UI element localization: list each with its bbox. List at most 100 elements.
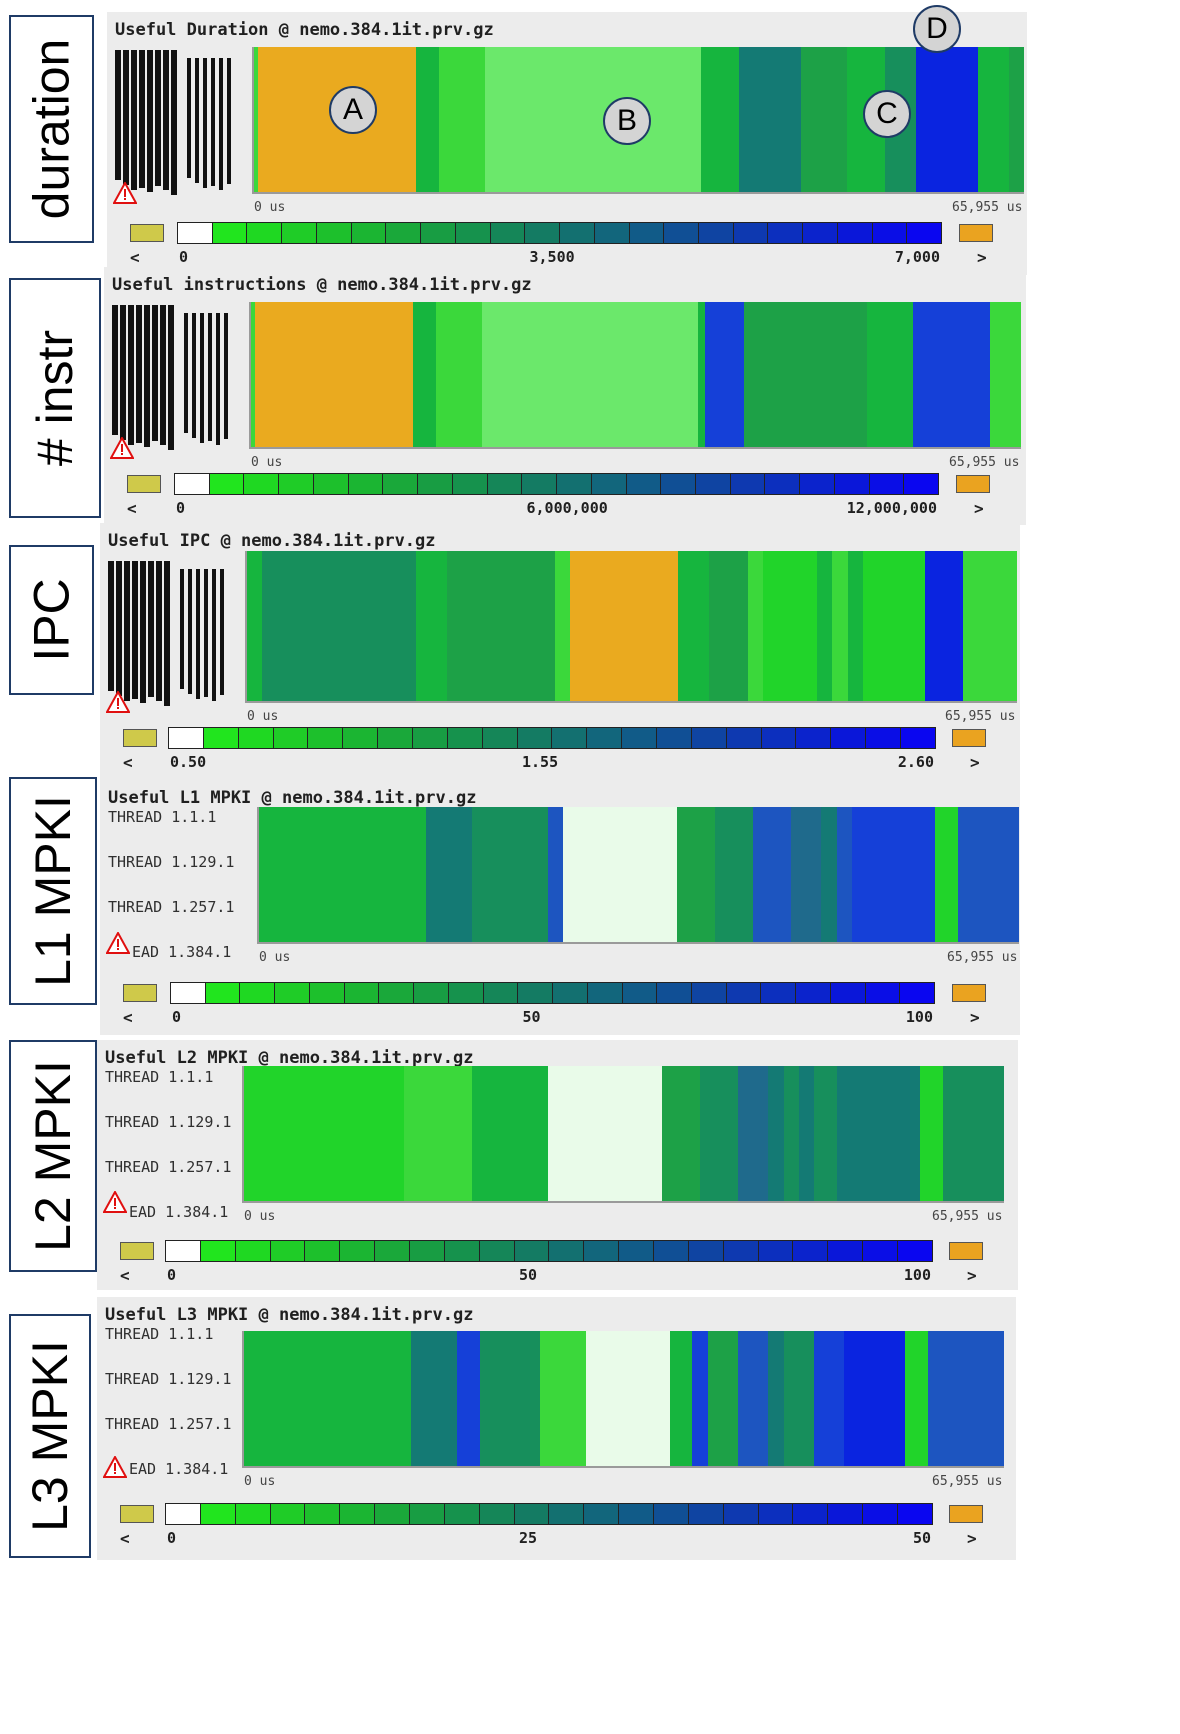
timeline-segment bbox=[943, 1066, 1004, 1201]
timeline-segment bbox=[836, 807, 852, 942]
warning-icon[interactable] bbox=[106, 691, 130, 713]
timeline-segment bbox=[472, 1066, 548, 1201]
overview-bar bbox=[220, 569, 224, 695]
legend-cell bbox=[305, 1241, 341, 1261]
low-value-swatch[interactable] bbox=[120, 1505, 154, 1523]
high-value-swatch[interactable] bbox=[952, 729, 986, 747]
scroll-left-button[interactable]: < bbox=[123, 753, 133, 772]
warning-icon[interactable] bbox=[103, 1191, 127, 1213]
legend-cell bbox=[270, 1241, 306, 1261]
timeline-segment bbox=[678, 551, 709, 701]
low-value-swatch[interactable] bbox=[123, 729, 157, 747]
timeline-plot[interactable] bbox=[242, 1331, 1004, 1468]
legend-cell bbox=[594, 223, 630, 243]
side-label-text: duration bbox=[23, 38, 80, 220]
scroll-right-button[interactable]: > bbox=[977, 248, 987, 267]
legend-cell bbox=[166, 1504, 201, 1524]
overview-bar bbox=[139, 50, 145, 188]
overview-bar bbox=[136, 305, 142, 443]
scroll-right-button[interactable]: > bbox=[970, 753, 980, 772]
timeline-segment bbox=[863, 551, 925, 701]
legend-cell bbox=[414, 983, 449, 1003]
timeline-segment bbox=[768, 1331, 784, 1466]
legend-cell bbox=[273, 728, 309, 748]
legend-tick-label: 7,000 bbox=[894, 248, 940, 266]
timeline-segment bbox=[920, 1066, 944, 1201]
timeline-segment bbox=[586, 1331, 670, 1466]
scroll-right-button[interactable]: > bbox=[970, 1008, 980, 1027]
timeline-segment bbox=[416, 551, 448, 701]
legend-cell bbox=[765, 474, 801, 494]
low-value-swatch[interactable] bbox=[127, 475, 161, 493]
legend-cell bbox=[455, 223, 491, 243]
legend-cell bbox=[379, 983, 415, 1003]
legend-cell bbox=[552, 728, 588, 748]
scroll-right-button[interactable]: > bbox=[967, 1266, 977, 1285]
low-value-swatch[interactable] bbox=[120, 1242, 154, 1260]
scroll-right-button[interactable]: > bbox=[974, 499, 984, 518]
scroll-left-button[interactable]: < bbox=[123, 1008, 133, 1027]
scroll-left-button[interactable]: < bbox=[127, 499, 137, 518]
overview-bar bbox=[196, 569, 200, 699]
legend-tick-label: 6,000,000 bbox=[526, 499, 608, 517]
legend-tick-label: 50 bbox=[912, 1529, 931, 1547]
time-axis-end: 65,955 us bbox=[932, 1209, 1003, 1224]
legend-cell bbox=[619, 1241, 655, 1261]
timeline-segment bbox=[471, 807, 548, 942]
scroll-left-button[interactable]: < bbox=[130, 248, 140, 267]
legend-tick-label: 0 bbox=[167, 1529, 177, 1547]
timeline-segment bbox=[697, 302, 706, 447]
high-value-swatch[interactable] bbox=[949, 1242, 983, 1260]
high-value-swatch[interactable] bbox=[959, 224, 993, 242]
timeline-segment bbox=[832, 551, 848, 701]
legend-cell bbox=[410, 1504, 445, 1524]
legend-cell bbox=[699, 223, 734, 243]
thread-label: EAD 1.384.1 bbox=[129, 1460, 229, 1478]
legend-cell bbox=[487, 474, 523, 494]
timeline-segment bbox=[677, 807, 715, 942]
scroll-left-button[interactable]: < bbox=[120, 1266, 130, 1285]
warning-icon[interactable] bbox=[103, 1456, 127, 1478]
high-value-swatch[interactable] bbox=[956, 475, 990, 493]
legend-cell bbox=[800, 474, 835, 494]
legend-cell bbox=[279, 474, 314, 494]
overview-bar bbox=[128, 305, 134, 445]
timeline-segment bbox=[479, 1331, 541, 1466]
side-label-text: # instr bbox=[27, 329, 84, 467]
timeline-segment bbox=[851, 807, 936, 942]
thread-label: THREAD 1.129.1 bbox=[108, 853, 235, 871]
scroll-left-button[interactable]: < bbox=[120, 1529, 130, 1548]
legend-cell bbox=[308, 728, 344, 748]
legend-cell bbox=[733, 223, 769, 243]
timeline-segment bbox=[747, 551, 763, 701]
time-axis-start: 0 us bbox=[251, 455, 283, 470]
timeline-plot[interactable] bbox=[252, 47, 1024, 194]
legend-cell bbox=[452, 474, 488, 494]
legend-cell bbox=[305, 1504, 341, 1524]
legend-cell bbox=[692, 983, 727, 1003]
timeline-segment bbox=[743, 302, 867, 447]
legend-cell bbox=[247, 223, 283, 243]
warning-icon[interactable] bbox=[113, 182, 137, 204]
timeline-plot[interactable] bbox=[245, 551, 1017, 703]
low-value-swatch[interactable] bbox=[123, 984, 157, 1002]
timeline-segment bbox=[783, 1066, 799, 1201]
low-value-swatch[interactable] bbox=[130, 224, 164, 242]
side-label-ipc: IPC bbox=[9, 545, 94, 695]
legend-cell bbox=[200, 1504, 236, 1524]
time-axis-start: 0 us bbox=[244, 1209, 276, 1224]
legend-cell bbox=[866, 728, 902, 748]
timeline-plot[interactable] bbox=[242, 1066, 1004, 1203]
warning-icon[interactable] bbox=[106, 932, 130, 954]
side-label-text: L1 MPKI bbox=[25, 795, 81, 987]
timeline-segment bbox=[709, 551, 748, 701]
high-value-swatch[interactable] bbox=[949, 1505, 983, 1523]
timeline-plot[interactable] bbox=[257, 807, 1019, 944]
scroll-right-button[interactable]: > bbox=[967, 1529, 977, 1548]
legend-cell bbox=[793, 1504, 829, 1524]
warning-icon[interactable] bbox=[110, 437, 134, 459]
color-scale-legend bbox=[177, 222, 942, 244]
time-axis-end: 65,955 us bbox=[932, 1474, 1003, 1489]
high-value-swatch[interactable] bbox=[952, 984, 986, 1002]
timeline-plot[interactable] bbox=[249, 302, 1021, 449]
